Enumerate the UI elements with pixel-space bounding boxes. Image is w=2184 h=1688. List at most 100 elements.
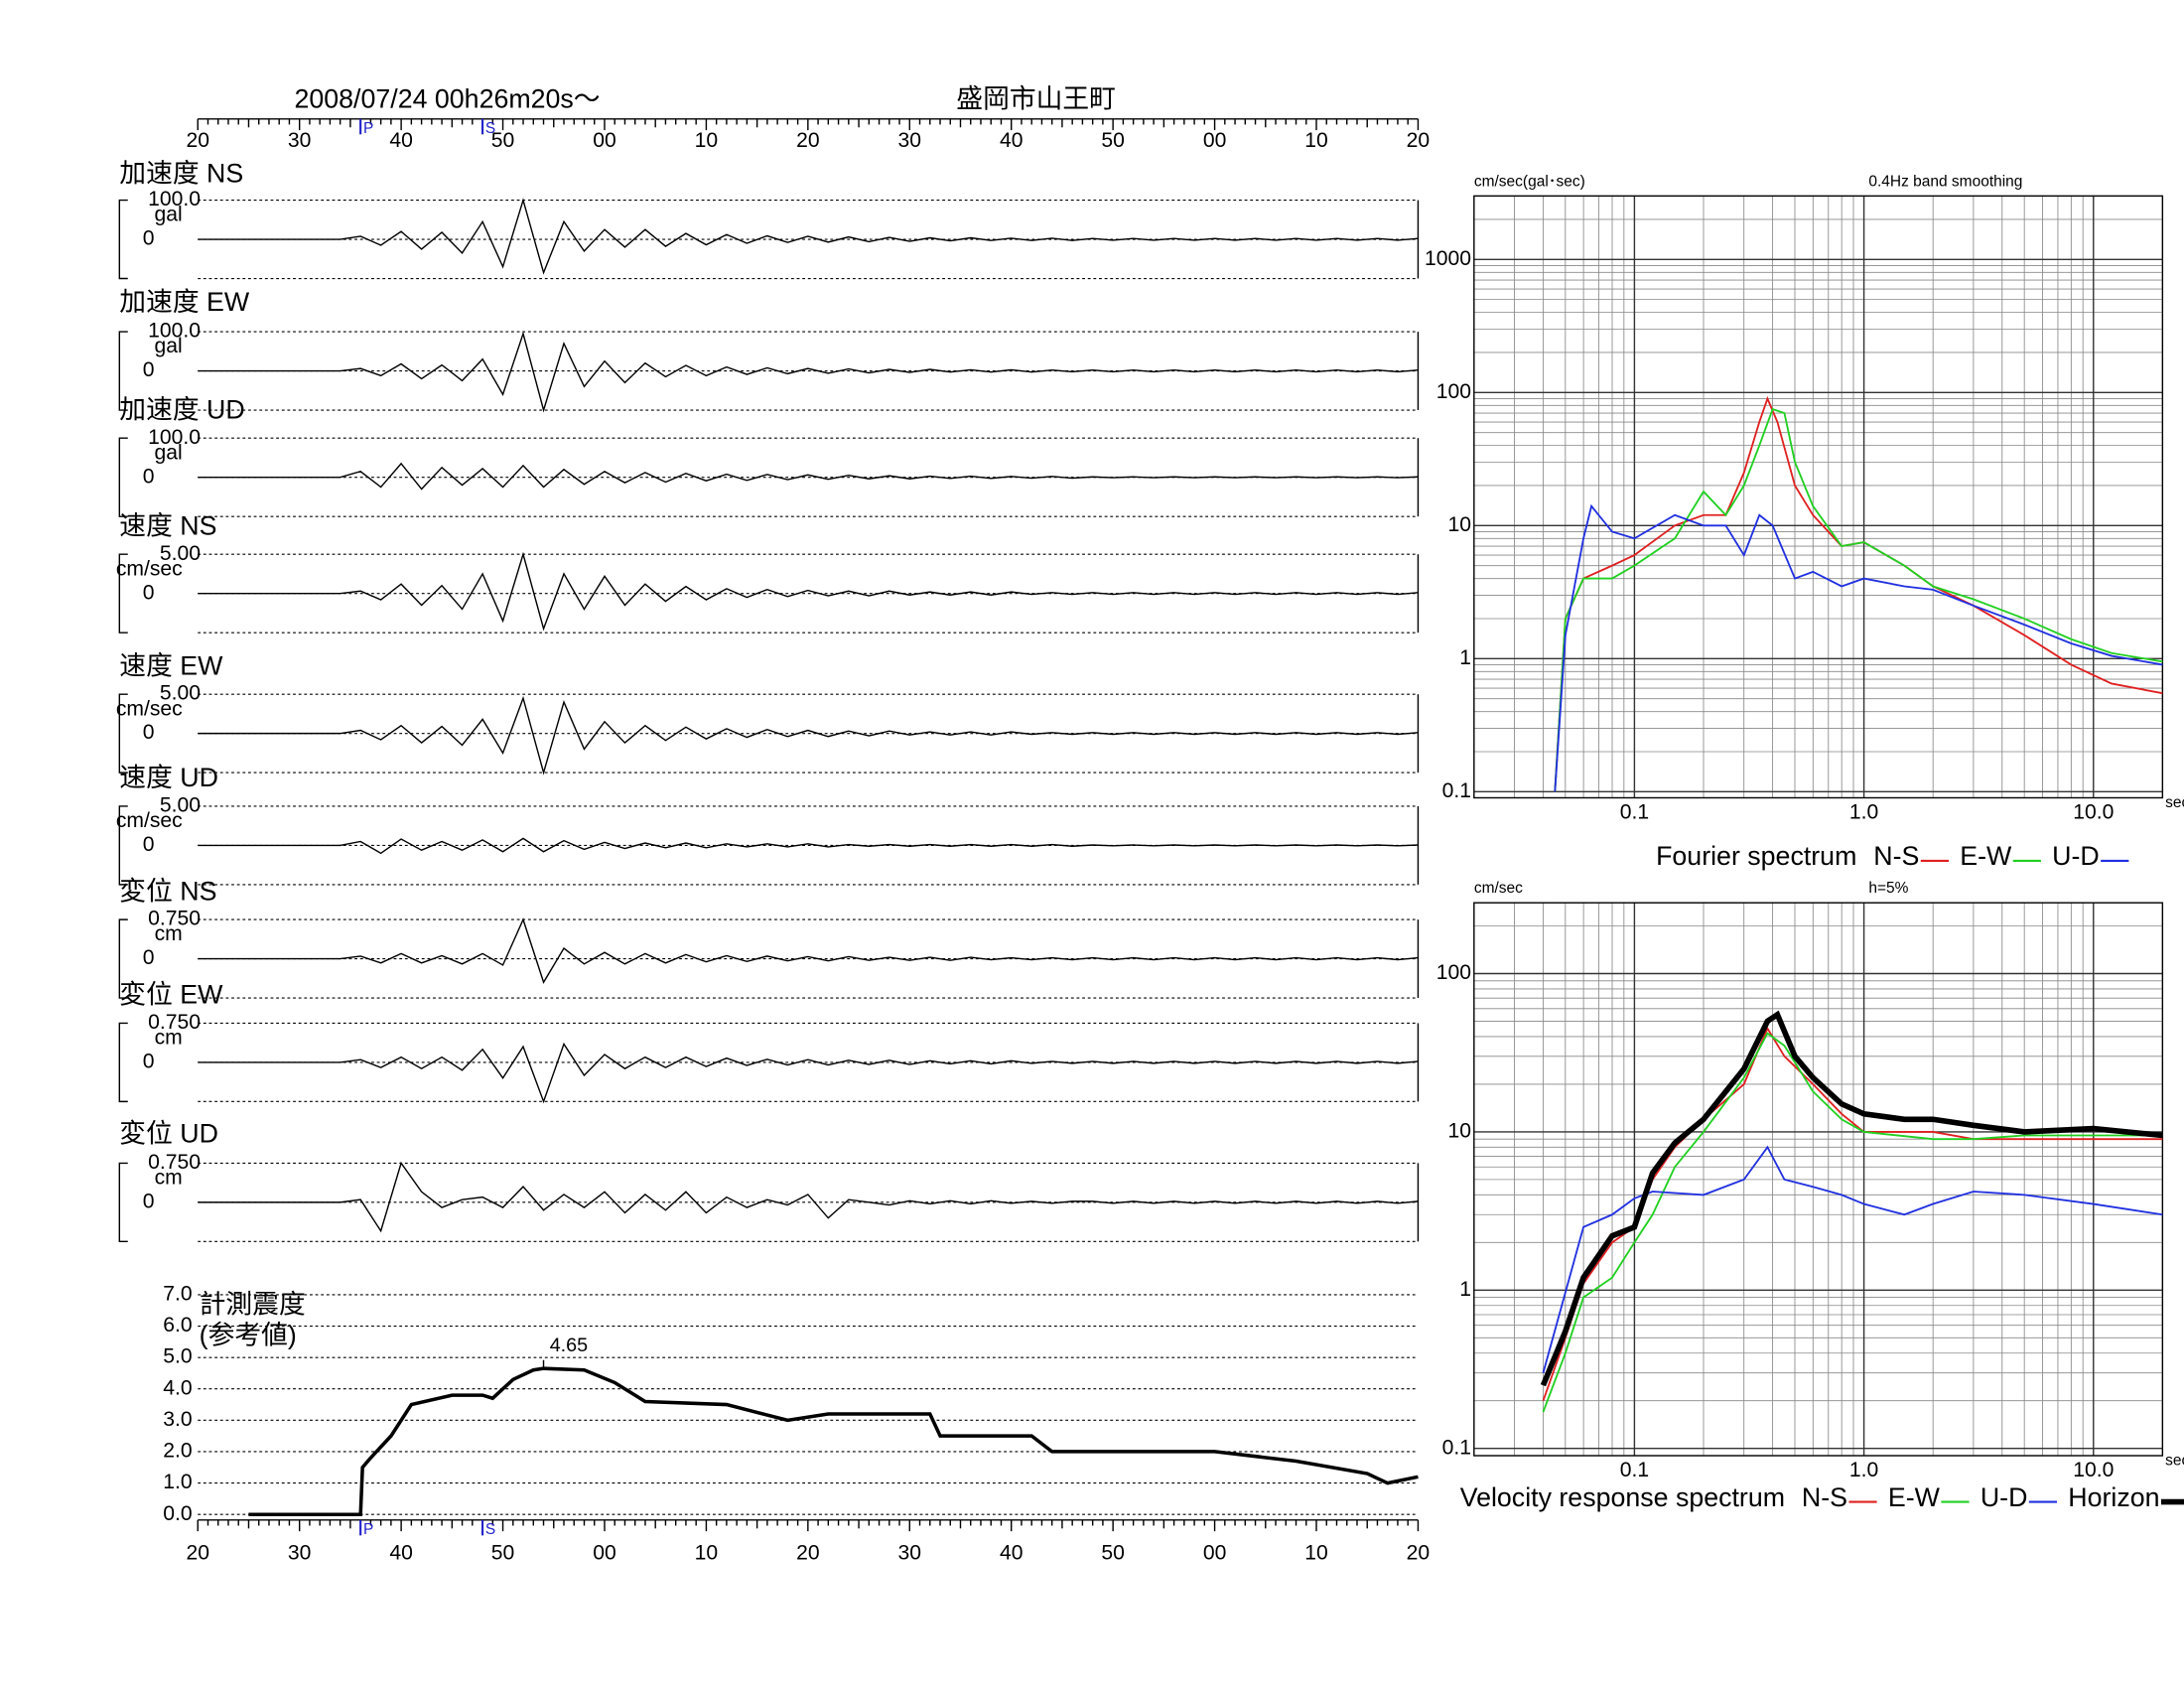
y-tick-label: 0.0 xyxy=(163,1502,192,1525)
y-tick-label: 0 xyxy=(143,721,155,744)
y-tick-label: 5.0 xyxy=(163,1345,192,1368)
time-tick-label: 10 xyxy=(1304,1541,1328,1564)
time-tick-label: 10 xyxy=(695,1541,719,1564)
legend-label: E-W xyxy=(1888,1482,1941,1512)
legend-label: E-W xyxy=(1960,841,2012,871)
intensity-subtitle: (参考値) xyxy=(200,1320,297,1349)
unit-label: gal xyxy=(155,335,183,357)
time-tick-label: 30 xyxy=(288,129,312,152)
legend-title: Fourier spectrum xyxy=(1656,841,1856,871)
y-tick-label: 100 xyxy=(1436,961,1471,984)
y-tick-label: 100.0 xyxy=(148,426,201,449)
y-tick-label: 0 xyxy=(143,581,155,604)
y-tick-label: 0.750 xyxy=(148,1011,201,1034)
y-tick-label: 5.00 xyxy=(160,542,201,565)
time-tick-label: 50 xyxy=(1101,1541,1125,1564)
panel-title: 加速度 EW xyxy=(119,287,250,317)
y-tick-label: 5.00 xyxy=(160,682,201,705)
panel-bracket xyxy=(118,805,128,886)
y-tick-label: 1000 xyxy=(1425,247,1471,270)
x-unit: sec xyxy=(2165,1453,2184,1470)
y-tick-label: 6.0 xyxy=(163,1314,192,1336)
time-tick-label: 30 xyxy=(898,1541,922,1564)
y-tick-label: 0 xyxy=(143,1190,155,1212)
panel-bracket xyxy=(118,693,128,774)
time-tick-label: 40 xyxy=(1000,129,1024,152)
x-tick-label: 0.1 xyxy=(1620,801,1649,824)
time-tick-label: 10 xyxy=(695,129,719,152)
unit-label: cm/sec xyxy=(116,809,183,832)
panel-bracket xyxy=(118,199,128,280)
waveform-trace xyxy=(198,331,1419,413)
y-tick-label: 0 xyxy=(143,358,155,381)
time-tick-label: 10 xyxy=(1304,129,1328,152)
panel-bracket xyxy=(118,331,128,411)
panel-title: 速度 UD xyxy=(119,763,218,792)
legend-title: Velocity response spectrum xyxy=(1460,1482,1785,1512)
time-tick-label: 00 xyxy=(593,129,616,152)
note: 0.4Hz band smoothing xyxy=(1868,173,2022,190)
unit-label: gal xyxy=(155,204,183,226)
panel-title: 速度 EW xyxy=(119,650,223,680)
legend-label: U-D xyxy=(2052,841,2100,871)
x-tick-label: 10.0 xyxy=(2073,1459,2114,1481)
unit-label: cm/sec xyxy=(116,697,183,720)
y-tick-label: 0 xyxy=(143,465,155,488)
spectrum-line xyxy=(1542,1145,2163,1373)
time-tick-label: 50 xyxy=(1101,129,1125,152)
time-tick-label: 00 xyxy=(593,1541,616,1564)
y-tick-label: 7.0 xyxy=(163,1282,192,1305)
spectrum-line xyxy=(1542,1032,2163,1413)
spectrum-line xyxy=(1554,407,2163,792)
time-tick-label: 20 xyxy=(187,1541,209,1564)
time-tick-label: 20 xyxy=(1407,129,1431,152)
panel-title: 変位 NS xyxy=(119,876,216,906)
time-tick-label: 50 xyxy=(491,1541,515,1564)
record-title: 2008/07/24 00h26m20s〜 xyxy=(295,84,601,114)
y-tick-label: 1.0 xyxy=(163,1471,192,1493)
unit-label: gal xyxy=(155,441,183,464)
waveform-trace xyxy=(198,837,1419,855)
plot-frame xyxy=(1473,902,2164,1457)
y-tick-label: 0.750 xyxy=(148,1151,201,1174)
y-tick-label: 0.1 xyxy=(1442,779,1471,802)
y-tick-label: 2.0 xyxy=(163,1440,192,1463)
panel-title: 変位 UD xyxy=(119,1118,218,1148)
phase-label: P xyxy=(363,1521,373,1538)
waveform-trace xyxy=(198,1042,1419,1104)
waveform-trace xyxy=(198,551,1419,632)
y-tick-label: 0 xyxy=(143,227,155,250)
plot-frame xyxy=(1473,195,2164,799)
time-tick-label: 40 xyxy=(1000,1541,1024,1564)
time-tick-label: 00 xyxy=(1203,1541,1227,1564)
station-name: 盛岡市山王町 xyxy=(956,84,1116,114)
unit-label: cm/sec xyxy=(116,557,183,580)
y-tick-label: 100.0 xyxy=(148,320,201,343)
unit-label: cm xyxy=(155,1027,183,1050)
y-tick-label: 10 xyxy=(1448,513,1471,536)
x-tick-label: 1.0 xyxy=(1849,1459,1878,1481)
time-tick-label: 50 xyxy=(491,129,515,152)
x-tick-label: 0.1 xyxy=(1620,1459,1649,1481)
time-tick-label: 20 xyxy=(1407,1541,1431,1564)
legend-label: N-S xyxy=(1873,841,1919,871)
note: h=5% xyxy=(1868,880,1908,897)
legend-label: Horizon xyxy=(2068,1482,2159,1512)
spectrum-line xyxy=(1554,395,2163,792)
intensity-title: 計測震度 xyxy=(200,1289,306,1319)
y-tick-label: 10 xyxy=(1448,1119,1471,1142)
time-tick-label: 30 xyxy=(898,129,922,152)
panel-title: 変位 EW xyxy=(119,980,223,1010)
y-tick-label: 5.00 xyxy=(160,794,201,817)
time-tick-label: 40 xyxy=(389,129,412,152)
time-tick-label: 00 xyxy=(1203,129,1227,152)
spectrum-line xyxy=(1554,503,2163,792)
time-tick-label: 20 xyxy=(187,129,209,152)
spectrum-line xyxy=(1540,1010,2163,1387)
y-tick-label: 1 xyxy=(1459,646,1471,669)
legend-label: U-D xyxy=(1980,1482,2028,1512)
panel-title: 加速度 UD xyxy=(119,395,244,425)
waveform-trace xyxy=(198,917,1419,984)
y-tick-label: 0.750 xyxy=(148,908,201,930)
time-tick-label: 20 xyxy=(796,1541,820,1564)
